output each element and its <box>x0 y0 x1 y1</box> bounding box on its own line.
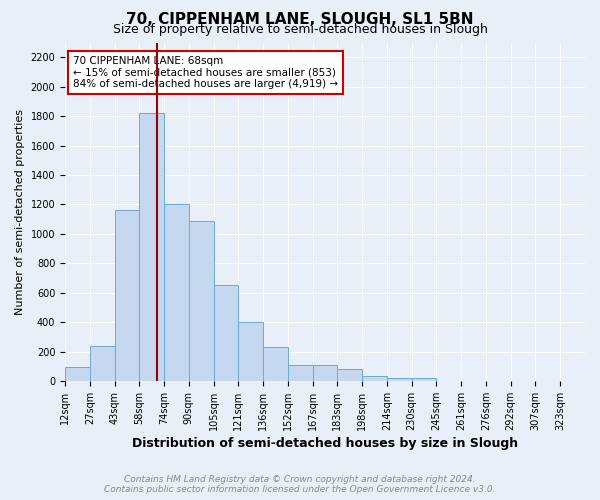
Text: Size of property relative to semi-detached houses in Slough: Size of property relative to semi-detach… <box>113 22 487 36</box>
Bar <box>387 378 412 381</box>
Bar <box>337 369 362 381</box>
Text: 70, CIPPENHAM LANE, SLOUGH, SL1 5BN: 70, CIPPENHAM LANE, SLOUGH, SL1 5BN <box>126 12 474 28</box>
Bar <box>164 204 189 381</box>
X-axis label: Distribution of semi-detached houses by size in Slough: Distribution of semi-detached houses by … <box>132 437 518 450</box>
Text: 70 CIPPENHAM LANE: 68sqm
← 15% of semi-detached houses are smaller (853)
84% of : 70 CIPPENHAM LANE: 68sqm ← 15% of semi-d… <box>73 56 338 89</box>
Bar <box>288 365 313 381</box>
Bar <box>115 210 139 381</box>
Bar <box>263 347 288 381</box>
Bar <box>65 367 90 381</box>
Y-axis label: Number of semi-detached properties: Number of semi-detached properties <box>15 108 25 314</box>
Bar <box>189 220 214 381</box>
Bar <box>313 365 337 381</box>
Bar <box>139 113 164 381</box>
Bar <box>362 376 387 381</box>
Bar <box>238 322 263 381</box>
Bar <box>412 378 436 381</box>
Bar <box>90 346 115 381</box>
Text: Contains HM Land Registry data © Crown copyright and database right 2024.
Contai: Contains HM Land Registry data © Crown c… <box>104 474 496 494</box>
Bar <box>214 286 238 381</box>
